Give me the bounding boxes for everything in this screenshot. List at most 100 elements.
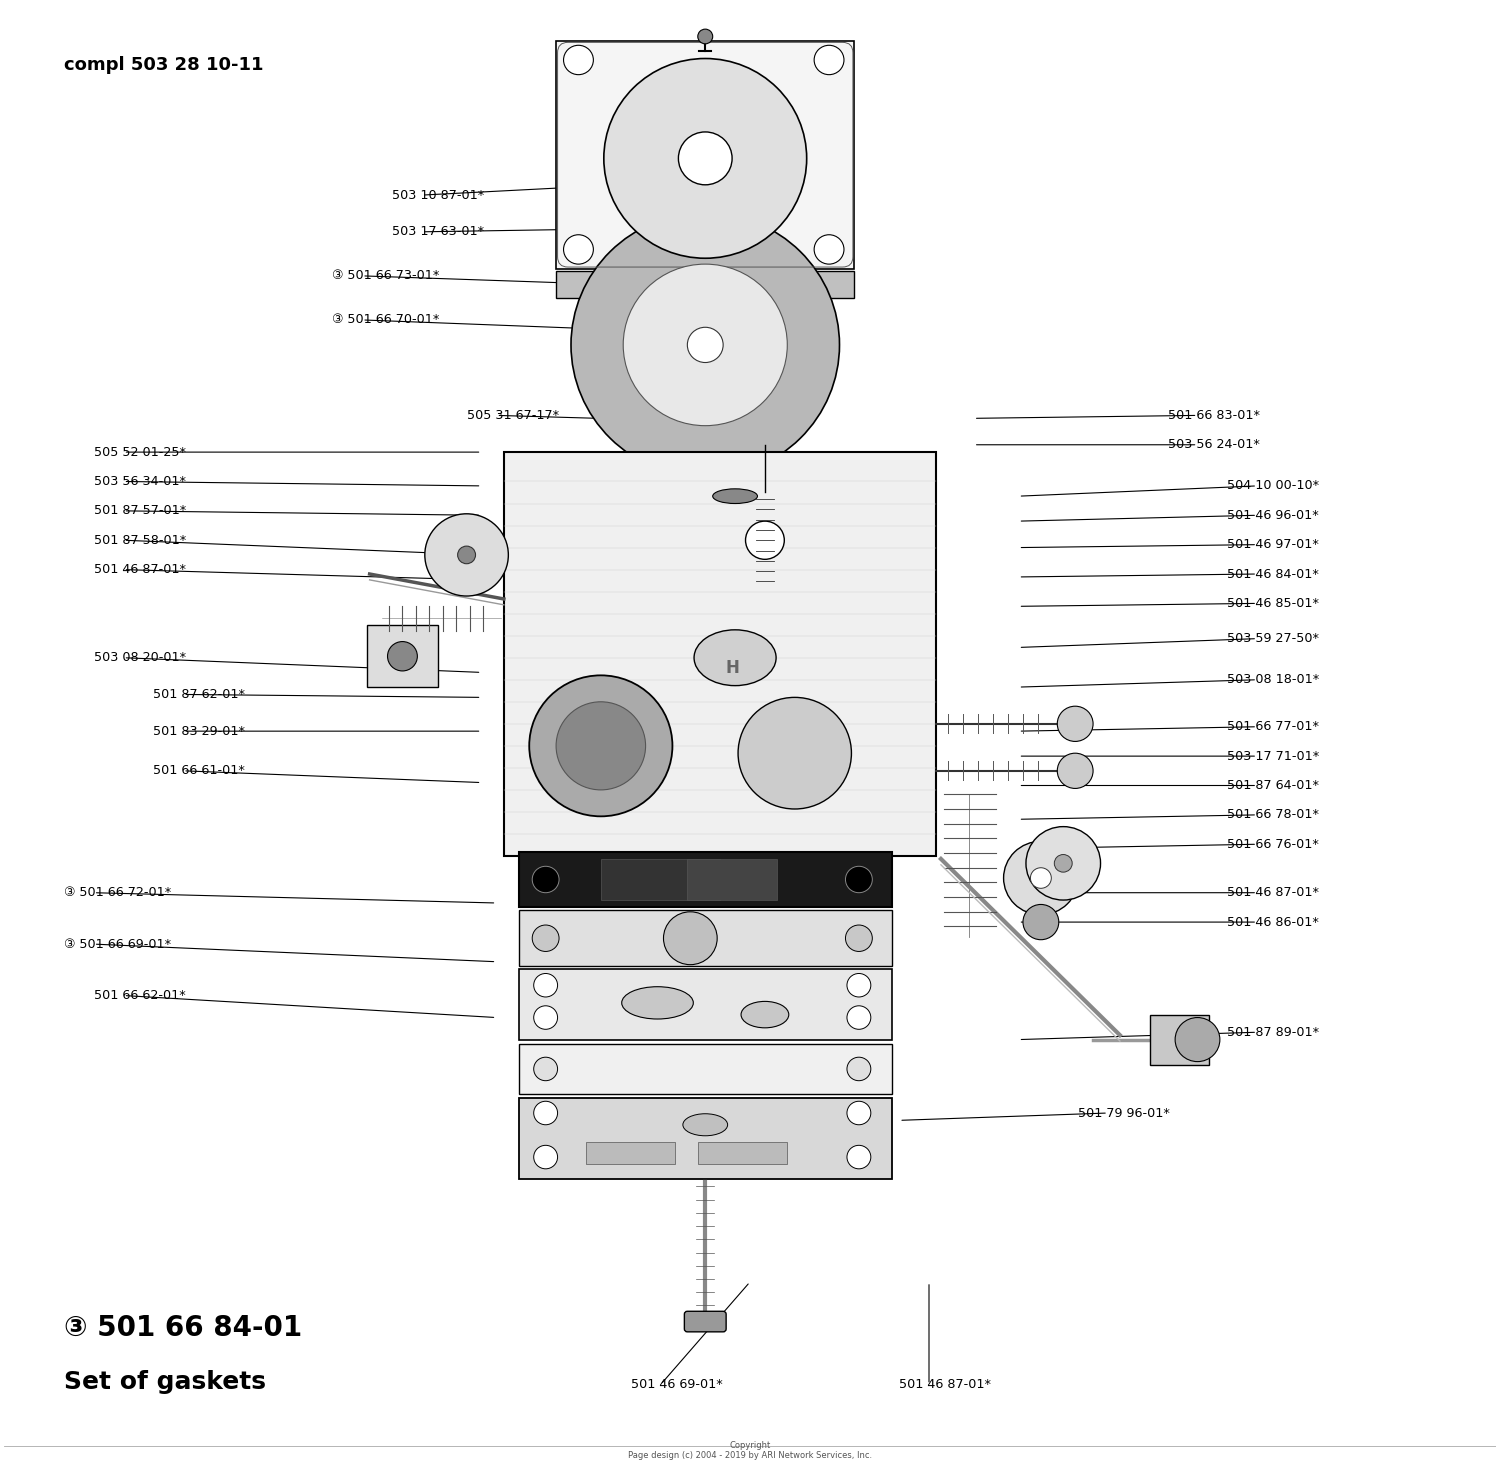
Circle shape	[534, 1102, 558, 1125]
Text: 501 79 96-01*: 501 79 96-01*	[1078, 1106, 1170, 1120]
Text: ③ 501 66 73-01*: ③ 501 66 73-01*	[333, 269, 440, 282]
Text: 501 66 77-01*: 501 66 77-01*	[1227, 721, 1320, 733]
Circle shape	[847, 1145, 871, 1168]
Text: 503 08 20-01*: 503 08 20-01*	[93, 651, 186, 665]
FancyBboxPatch shape	[1150, 1015, 1209, 1065]
Text: ③ 501 66 70-01*: ③ 501 66 70-01*	[333, 313, 440, 326]
Circle shape	[738, 697, 852, 809]
Circle shape	[458, 546, 476, 564]
Circle shape	[564, 235, 594, 264]
Text: 501 87 62-01*: 501 87 62-01*	[153, 688, 246, 702]
Circle shape	[1023, 904, 1059, 939]
Circle shape	[1054, 855, 1072, 871]
Circle shape	[532, 925, 560, 951]
Circle shape	[424, 514, 508, 597]
Circle shape	[687, 328, 723, 362]
Text: 504 10 00-10*: 504 10 00-10*	[1227, 480, 1320, 492]
Text: 505 31 67-17*: 505 31 67-17*	[466, 409, 558, 422]
Circle shape	[387, 641, 417, 671]
Text: 501 46 85-01*: 501 46 85-01*	[1227, 597, 1320, 610]
Text: 501 87 58-01*: 501 87 58-01*	[93, 533, 186, 546]
Text: 501 46 87-01*: 501 46 87-01*	[898, 1378, 992, 1391]
Text: 501 46 86-01*: 501 46 86-01*	[1227, 916, 1318, 929]
Circle shape	[698, 30, 712, 44]
Text: ③ 501 66 72-01*: ③ 501 66 72-01*	[64, 886, 171, 899]
Circle shape	[604, 59, 807, 258]
Ellipse shape	[741, 1001, 789, 1028]
Text: 503 56 24-01*: 503 56 24-01*	[1167, 439, 1260, 452]
Text: 503 59 27-50*: 503 59 27-50*	[1227, 632, 1320, 645]
Text: 501 46 87-01*: 501 46 87-01*	[93, 563, 186, 576]
Circle shape	[534, 973, 558, 997]
Circle shape	[678, 131, 732, 185]
Circle shape	[1026, 827, 1101, 899]
Circle shape	[530, 675, 672, 817]
Text: 505 52 01-25*: 505 52 01-25*	[93, 446, 186, 459]
Circle shape	[663, 911, 717, 964]
Text: Copyright
Page design (c) 2004 - 2019 by ARI Network Services, Inc.: Copyright Page design (c) 2004 - 2019 by…	[628, 1440, 872, 1459]
Text: 501 46 96-01*: 501 46 96-01*	[1227, 508, 1318, 521]
Text: 503 56 34-01*: 503 56 34-01*	[93, 476, 186, 487]
FancyBboxPatch shape	[687, 860, 777, 899]
Text: 503 08 18-01*: 503 08 18-01*	[1227, 674, 1320, 687]
Circle shape	[622, 264, 788, 425]
Text: 501 46 87-01*: 501 46 87-01*	[1227, 886, 1320, 899]
Text: H: H	[724, 659, 740, 676]
Text: 501 66 83-01*: 501 66 83-01*	[1167, 409, 1260, 422]
Text: 501 66 62-01*: 501 66 62-01*	[93, 990, 186, 1001]
Text: Set of gaskets: Set of gaskets	[64, 1371, 266, 1394]
Text: 501 66 76-01*: 501 66 76-01*	[1227, 837, 1318, 851]
Ellipse shape	[712, 489, 758, 504]
FancyBboxPatch shape	[684, 1312, 726, 1332]
Circle shape	[1058, 753, 1094, 789]
Circle shape	[1058, 706, 1094, 741]
FancyBboxPatch shape	[602, 860, 720, 899]
Circle shape	[846, 867, 873, 892]
Text: 503 10 87-01*: 503 10 87-01*	[392, 189, 484, 201]
Circle shape	[532, 867, 560, 892]
Ellipse shape	[694, 629, 776, 685]
Circle shape	[815, 235, 844, 264]
Circle shape	[847, 1058, 871, 1081]
Text: 501 66 61-01*: 501 66 61-01*	[153, 764, 244, 777]
Ellipse shape	[682, 1114, 728, 1136]
Circle shape	[1174, 1018, 1219, 1062]
Circle shape	[746, 521, 784, 560]
Circle shape	[556, 702, 645, 790]
Circle shape	[847, 973, 871, 997]
Ellipse shape	[621, 987, 693, 1019]
Circle shape	[534, 1145, 558, 1168]
FancyBboxPatch shape	[556, 272, 855, 298]
Circle shape	[572, 213, 840, 477]
Text: 501 46 69-01*: 501 46 69-01*	[630, 1378, 723, 1391]
Text: ③ 501 66 84-01: ③ 501 66 84-01	[64, 1315, 302, 1343]
Circle shape	[1030, 868, 1051, 888]
Text: ③ 501 66 69-01*: ③ 501 66 69-01*	[64, 938, 171, 951]
Circle shape	[534, 1006, 558, 1029]
Text: 501 46 97-01*: 501 46 97-01*	[1227, 538, 1318, 551]
FancyBboxPatch shape	[519, 910, 891, 966]
Circle shape	[564, 46, 594, 75]
FancyBboxPatch shape	[504, 452, 936, 857]
Text: 501 46 84-01*: 501 46 84-01*	[1227, 567, 1318, 580]
Text: 503 17 63-01*: 503 17 63-01*	[392, 226, 484, 238]
Text: 501 66 78-01*: 501 66 78-01*	[1227, 808, 1320, 821]
Text: 501 87 57-01*: 501 87 57-01*	[93, 504, 186, 517]
FancyBboxPatch shape	[586, 1142, 675, 1164]
Circle shape	[846, 925, 873, 951]
FancyBboxPatch shape	[519, 969, 891, 1040]
Text: 501 87 64-01*: 501 87 64-01*	[1227, 778, 1320, 792]
FancyBboxPatch shape	[519, 852, 891, 907]
Text: 503 17 71-01*: 503 17 71-01*	[1227, 750, 1320, 762]
Circle shape	[1004, 842, 1078, 914]
Circle shape	[847, 1102, 871, 1125]
FancyBboxPatch shape	[519, 1099, 891, 1179]
Text: 501 87 89-01*: 501 87 89-01*	[1227, 1025, 1320, 1038]
Text: compl 503 28 10-11: compl 503 28 10-11	[64, 56, 264, 74]
Circle shape	[847, 1006, 871, 1029]
FancyBboxPatch shape	[698, 1142, 788, 1164]
FancyBboxPatch shape	[366, 625, 438, 687]
Circle shape	[534, 1058, 558, 1081]
Circle shape	[815, 46, 844, 75]
FancyBboxPatch shape	[556, 41, 855, 269]
